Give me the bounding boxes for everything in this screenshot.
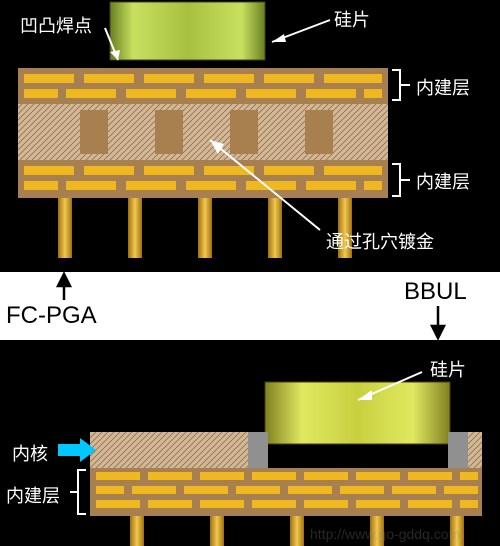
label-via-plating: 通过孔穴镀金 <box>326 228 434 254</box>
label-solder-bump: 凹凸焊点 <box>20 12 92 38</box>
solder-bumps <box>119 61 255 67</box>
label-bbul: BBUL <box>404 278 467 306</box>
label-build-layer-1: 内建层 <box>416 74 470 100</box>
label-chip-bottom: 硅片 <box>430 356 466 382</box>
label-core: 内核 <box>12 440 48 466</box>
label-fcpga: FC-PGA <box>6 302 97 330</box>
label-build-layer-3: 内建层 <box>6 482 60 508</box>
top-chip <box>110 2 265 60</box>
bottom-chip <box>265 382 450 444</box>
label-build-layer-2: 内建层 <box>416 168 470 194</box>
watermark: http://www.go-gddq.com <box>310 526 460 542</box>
label-chip-top: 硅片 <box>334 6 370 32</box>
bottom-core-hatched <box>90 432 248 468</box>
top-pins <box>58 198 352 258</box>
